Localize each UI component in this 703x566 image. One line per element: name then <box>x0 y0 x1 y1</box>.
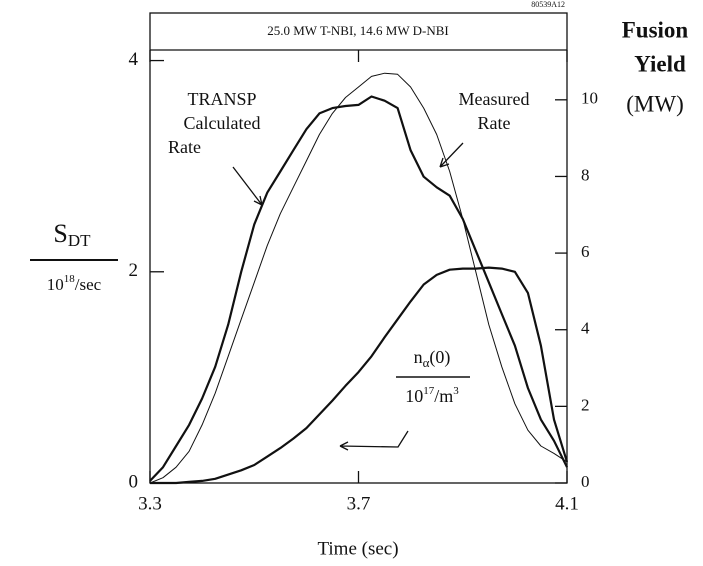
annotation: nα(0) <box>414 347 451 370</box>
annotation: 1017/m3 <box>405 385 459 407</box>
y2-label: Yield <box>634 51 686 76</box>
y2-tick-label: 0 <box>581 472 590 491</box>
x-tick-label: 4.1 <box>555 493 579 514</box>
nu-rest: /m <box>434 386 453 406</box>
y2-tick-label: 8 <box>581 165 590 184</box>
x-tick-label: 3.7 <box>347 493 371 514</box>
header: 25.0 MW T-NBI, 14.6 MW D-NBI <box>267 23 449 38</box>
x-axis-label: Time (sec) <box>317 538 398 559</box>
figure-id: 80539A12 <box>531 0 565 9</box>
series-line <box>149 95 568 482</box>
annotation: Rate <box>168 137 201 157</box>
y2-tick-label: 2 <box>581 395 590 414</box>
annotation: Measured <box>459 89 530 109</box>
y2-tick-label: 10 <box>581 89 598 108</box>
y-axis-label: SDT <box>53 219 91 250</box>
y-unit-rest: /sec <box>75 275 102 294</box>
n-main: n <box>414 347 423 367</box>
nu-sup: 17 <box>423 385 435 397</box>
y2-label: Fusion <box>622 17 689 42</box>
y2-tick-label: 6 <box>581 242 590 261</box>
annotation: Calculated <box>184 113 261 133</box>
y-unit-sup: 18 <box>64 273 76 285</box>
nu-base: 10 <box>405 386 423 406</box>
y2-label: (MW) <box>626 91 683 116</box>
nu-sup2: 3 <box>453 385 459 397</box>
x-tick-label: 3.3 <box>138 493 162 514</box>
series-line <box>150 266 569 485</box>
y-tick-label: 2 <box>129 260 139 281</box>
series-line <box>149 72 568 484</box>
y-label-sub: DT <box>68 231 91 250</box>
arrow <box>232 166 263 206</box>
y-unit-base: 10 <box>47 275 64 294</box>
y-label-main: S <box>53 219 67 248</box>
arrow <box>339 430 409 451</box>
y-axis-unit: 1018/sec <box>47 273 102 294</box>
y-tick-label: 4 <box>129 49 139 70</box>
n-sub: α <box>423 355 430 370</box>
y2-tick-label: 4 <box>581 319 590 338</box>
n-rest: (0) <box>429 347 450 368</box>
plot-frame <box>149 12 568 484</box>
annotation: TRANSP <box>187 89 256 109</box>
annotation: Rate <box>478 113 511 133</box>
y-tick-label: 0 <box>129 471 139 492</box>
